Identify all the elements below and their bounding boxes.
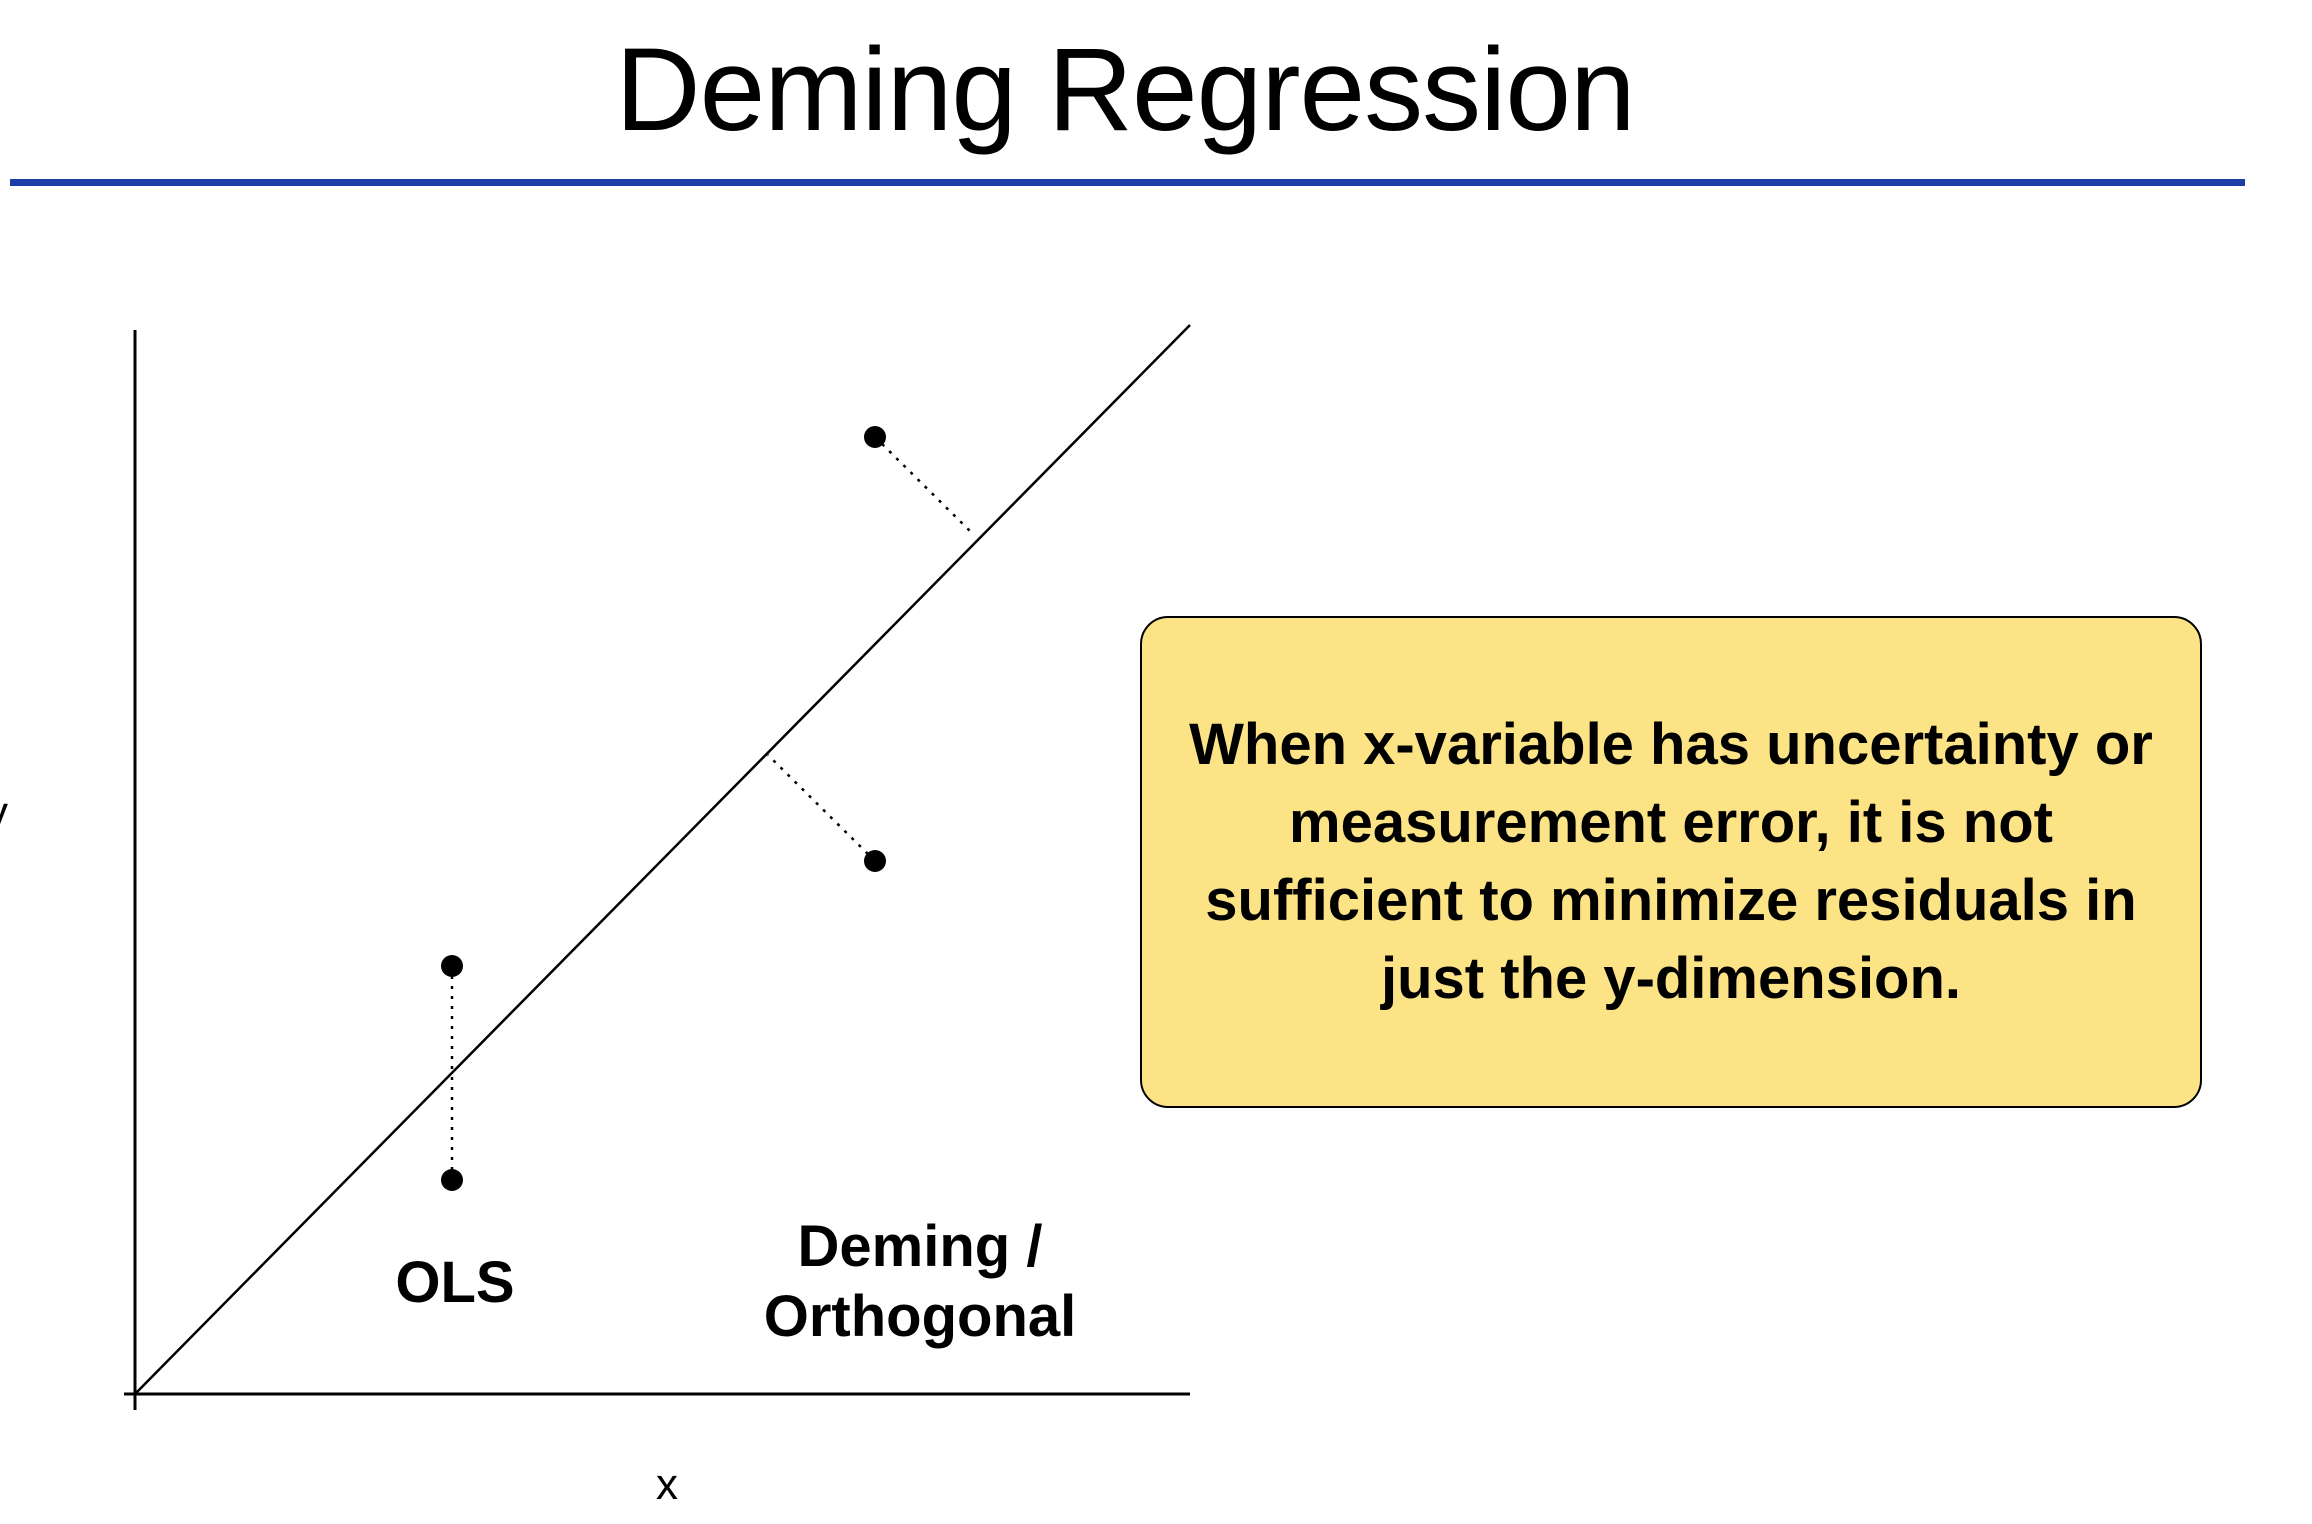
deming-orthogonal-label: Deming / Orthogonal xyxy=(763,1214,1077,1349)
ols-label: OLS xyxy=(395,1250,515,1315)
slide-title: Deming Regression xyxy=(615,24,1635,156)
data-point xyxy=(441,1169,463,1191)
callout-box: When x-variable has uncertainty or measu… xyxy=(1140,616,2202,1108)
deming-residual-upper xyxy=(874,436,974,535)
regression-line xyxy=(134,324,1191,1395)
title-divider xyxy=(10,179,2245,186)
callout-text: When x-variable has uncertainty or measu… xyxy=(1189,712,2153,1011)
data-point xyxy=(441,955,463,977)
data-point xyxy=(864,426,886,448)
deming-residual-lower xyxy=(767,754,876,862)
x-axis-label: x xyxy=(656,1460,678,1509)
data-point xyxy=(864,850,886,872)
y-axis-label: y xyxy=(0,788,8,838)
